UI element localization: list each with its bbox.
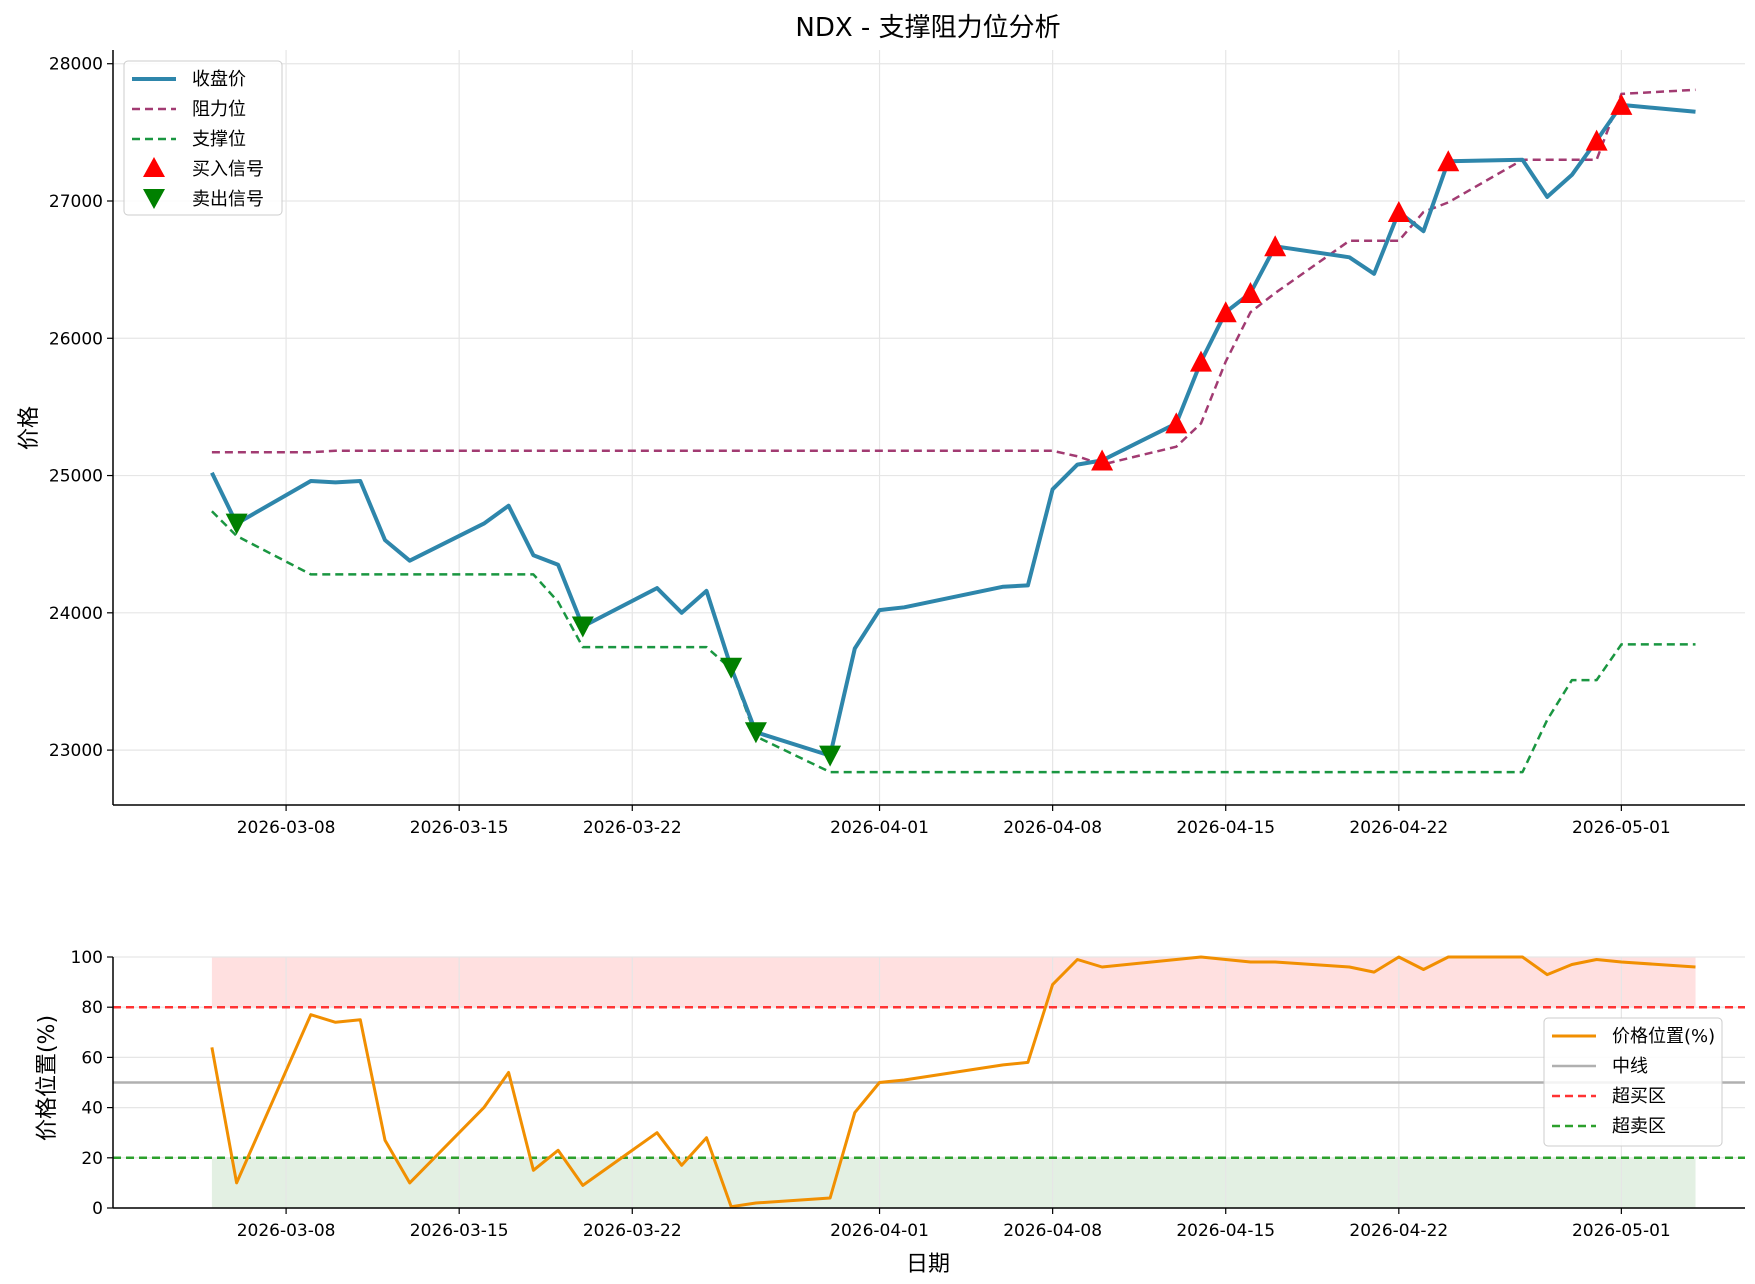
buy-signal-marker bbox=[1387, 200, 1410, 222]
overbought-band bbox=[211, 957, 1696, 1008]
legend-overbought-label: 超买区 bbox=[1612, 1086, 1666, 1107]
position-x-tick-label: 2026-03-22 bbox=[583, 1221, 682, 1241]
price-series bbox=[210, 88, 1696, 774]
buy-signal-marker bbox=[1437, 150, 1460, 172]
position-x-tick-label: 2026-04-22 bbox=[1349, 1221, 1448, 1241]
price-y-tick-label: 27000 bbox=[49, 192, 103, 212]
buy-signal-marker bbox=[1264, 235, 1287, 257]
oversold-band bbox=[211, 1157, 1696, 1208]
position-y-tick-label: 20 bbox=[81, 1149, 103, 1169]
position-x-tick-label: 2026-04-15 bbox=[1176, 1221, 1275, 1241]
support-line bbox=[211, 510, 1696, 774]
resistance-line bbox=[211, 88, 1696, 466]
price-panel: 23000 24000 25000 26000 27000 28000 2026-03-08… bbox=[17, 50, 1745, 838]
position-y-tick-label: 100 bbox=[71, 948, 103, 968]
position-x-tick-label: 2026-05-01 bbox=[1572, 1221, 1671, 1241]
legend-sell-marker bbox=[143, 189, 165, 209]
buy-signal-marker bbox=[1165, 412, 1188, 434]
price-axes: 23000 24000 25000 26000 27000 28000 2026-03-08… bbox=[49, 50, 1745, 838]
price-y-tick-label: 26000 bbox=[49, 329, 103, 349]
price-y-label: 价格 bbox=[17, 406, 42, 450]
position-y-tick-label: 60 bbox=[81, 1048, 103, 1068]
position-legend[interactable]: 价格位置(%) 中线 超买区 超卖区 bbox=[1543, 1017, 1723, 1147]
position-x-tick-label: 2026-04-08 bbox=[1003, 1221, 1102, 1241]
price-grid bbox=[113, 50, 1745, 805]
sell-signal-marker bbox=[571, 616, 594, 638]
price-x-tick-label: 2026-04-15 bbox=[1176, 818, 1275, 838]
legend-buy-marker bbox=[143, 157, 165, 177]
position-x-tick-label: 2026-03-15 bbox=[410, 1221, 509, 1241]
buy-signal-marker bbox=[1610, 93, 1633, 115]
price-x-tick-label: 2026-03-08 bbox=[237, 818, 336, 838]
signal-markers bbox=[225, 93, 1633, 767]
position-axes: 0 20 40 60 80 100 2026-03-08 2026-03-15 2026-03-… bbox=[71, 948, 1745, 1241]
position-y-tick-label: 80 bbox=[81, 998, 103, 1018]
position-x-tick-label: 2026-03-08 bbox=[237, 1221, 336, 1241]
price-y-tick-label: 25000 bbox=[49, 467, 103, 487]
buy-signal-marker bbox=[1214, 301, 1237, 323]
buy-signal-marker bbox=[1091, 449, 1114, 471]
legend-close-label: 收盘价 bbox=[192, 69, 246, 90]
position-y-label: 价格位置(%) bbox=[35, 1015, 60, 1141]
price-y-tick-label: 28000 bbox=[49, 55, 103, 75]
position-series bbox=[113, 955, 1745, 1209]
price-x-tick-label: 2026-03-22 bbox=[583, 818, 682, 838]
chart-title: NDX - 支撑阻力位分析 bbox=[795, 13, 1060, 43]
position-x-label: 日期 bbox=[906, 1252, 950, 1277]
sell-signal-marker bbox=[744, 722, 767, 744]
buy-signal-marker bbox=[1239, 281, 1262, 303]
legend-midline-label: 中线 bbox=[1612, 1056, 1648, 1077]
position-x-tick-label: 2026-04-01 bbox=[830, 1221, 929, 1241]
price-position-line bbox=[210, 955, 1696, 1209]
position-panel: 0 20 40 60 80 100 2026-03-08 2026-03-15 2026-03-… bbox=[35, 948, 1745, 1277]
buy-signal-marker bbox=[1190, 350, 1212, 372]
sell-signal-marker bbox=[720, 657, 743, 679]
position-y-tick-label: 40 bbox=[81, 1099, 103, 1119]
legend-resistance-label: 阻力位 bbox=[192, 99, 246, 120]
close-price-line bbox=[210, 102, 1696, 758]
sell-signal-marker bbox=[819, 745, 842, 767]
price-y-tick-label: 23000 bbox=[49, 741, 103, 761]
legend-support-label: 支撑位 bbox=[192, 129, 246, 150]
price-x-tick-label: 2026-04-08 bbox=[1003, 818, 1102, 838]
legend-sell-label: 卖出信号 bbox=[192, 189, 264, 210]
price-x-tick-label: 2026-04-01 bbox=[830, 818, 929, 838]
price-x-tick-label: 2026-03-15 bbox=[410, 818, 509, 838]
price-legend[interactable]: 收盘价 阻力位 支撑位 买入信号 卖出信号 bbox=[123, 60, 283, 216]
price-y-tick-label: 24000 bbox=[49, 604, 103, 624]
legend-position-label: 价格位置(%) bbox=[1612, 1026, 1715, 1047]
sell-signal-marker bbox=[225, 513, 248, 535]
price-x-tick-label: 2026-05-01 bbox=[1572, 818, 1671, 838]
legend-buy-label: 买入信号 bbox=[192, 159, 264, 180]
position-y-tick-label: 0 bbox=[92, 1199, 103, 1219]
price-x-tick-label: 2026-04-22 bbox=[1349, 818, 1448, 838]
buy-signal-marker bbox=[1585, 129, 1608, 151]
legend-oversold-label: 超卖区 bbox=[1612, 1116, 1666, 1137]
